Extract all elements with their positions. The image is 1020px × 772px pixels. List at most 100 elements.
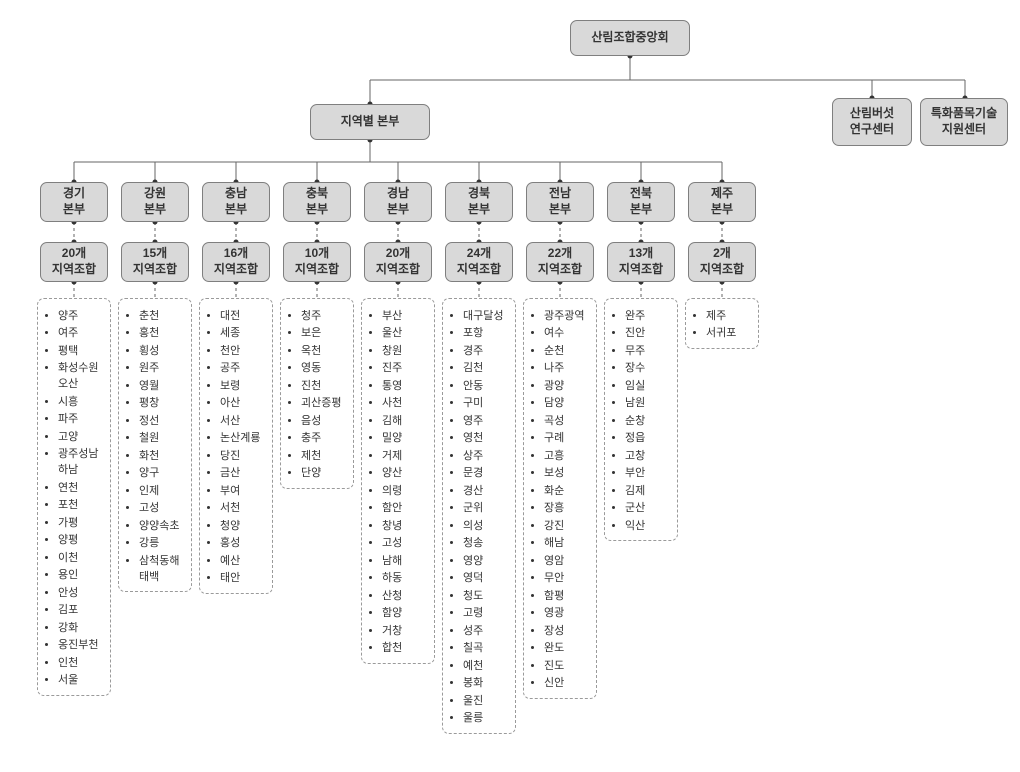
list-item: 함안 — [382, 499, 428, 515]
list-item: 군산 — [625, 499, 671, 515]
list-item: 거제 — [382, 447, 428, 463]
list-item: 청양 — [220, 517, 266, 533]
list-item: 세종 — [220, 324, 266, 340]
root-node: 산림조합중앙회 — [570, 20, 690, 56]
list-item: 제천 — [301, 447, 347, 463]
list-item: 영덕 — [463, 569, 509, 585]
mushroom-center-node: 산림버섯 연구센터 — [832, 98, 912, 146]
list-item: 울진 — [463, 692, 509, 708]
list-item: 부산 — [382, 307, 428, 323]
list-item: 진주 — [382, 359, 428, 375]
list-item: 김제 — [625, 482, 671, 498]
list-item: 정선 — [139, 412, 185, 428]
list-item: 제주 — [706, 307, 752, 323]
region-hq-node: 전북 본부 — [607, 182, 675, 222]
list-item: 부안 — [625, 464, 671, 480]
region-hq-node: 충남 본부 — [202, 182, 270, 222]
list-item: 장흥 — [544, 499, 590, 515]
list-item: 서천 — [220, 499, 266, 515]
list-item: 홍성 — [220, 534, 266, 550]
list-item: 사천 — [382, 394, 428, 410]
list-item: 장수 — [625, 359, 671, 375]
list-item: 여주 — [58, 324, 104, 340]
list-item: 평택 — [58, 342, 104, 358]
list-item: 시흥 — [58, 393, 104, 409]
list-item: 원주 — [139, 359, 185, 375]
list-item: 남해 — [382, 552, 428, 568]
list-item: 영월 — [139, 377, 185, 393]
list-item: 영주 — [463, 412, 509, 428]
list-item: 대구달성 — [463, 307, 509, 323]
list-item: 춘천 — [139, 307, 185, 323]
list-item: 장성 — [544, 622, 590, 638]
list-item: 거창 — [382, 622, 428, 638]
list-item: 대전 — [220, 307, 266, 323]
list-item: 의성 — [463, 517, 509, 533]
list-item: 밀양 — [382, 429, 428, 445]
list-item: 보령 — [220, 377, 266, 393]
list-item: 고령 — [463, 604, 509, 620]
list-item: 양주 — [58, 307, 104, 323]
list-item: 상주 — [463, 447, 509, 463]
list-item: 구미 — [463, 394, 509, 410]
regional-hq-node: 지역별 본부 — [310, 104, 430, 140]
list-item: 신안 — [544, 674, 590, 690]
list-item: 예산 — [220, 552, 266, 568]
list-item: 창녕 — [382, 517, 428, 533]
list-item: 고성 — [382, 534, 428, 550]
list-item: 음성 — [301, 412, 347, 428]
list-item: 인천 — [58, 654, 104, 670]
list-item: 나주 — [544, 359, 590, 375]
list-item: 강화 — [58, 619, 104, 635]
region-count-node: 2개 지역조합 — [688, 242, 756, 282]
list-item: 부여 — [220, 482, 266, 498]
region-count-node: 15개 지역조합 — [121, 242, 189, 282]
region-hq-node: 제주 본부 — [688, 182, 756, 222]
list-item: 청송 — [463, 534, 509, 550]
list-item: 해남 — [544, 534, 590, 550]
list-item: 태안 — [220, 569, 266, 585]
list-item: 고양 — [58, 428, 104, 444]
list-item: 영동 — [301, 359, 347, 375]
list-item: 김천 — [463, 359, 509, 375]
region-count-node: 13개 지역조합 — [607, 242, 675, 282]
list-item: 안동 — [463, 377, 509, 393]
list-item: 서귀포 — [706, 324, 752, 340]
list-item: 진도 — [544, 657, 590, 673]
region-list: 청주보은옥천영동진천괴산증평음성충주제천단양 — [280, 298, 354, 489]
tech-center-node: 특화품목기술 지원센터 — [920, 98, 1008, 146]
list-item: 울산 — [382, 324, 428, 340]
list-item: 화순 — [544, 482, 590, 498]
list-item: 봉화 — [463, 674, 509, 690]
list-item: 청도 — [463, 587, 509, 603]
list-item: 순천 — [544, 342, 590, 358]
list-item: 하동 — [382, 569, 428, 585]
list-item: 서산 — [220, 412, 266, 428]
list-item: 진안 — [625, 324, 671, 340]
region-list: 제주서귀포 — [685, 298, 759, 349]
region-count-node: 20개 지역조합 — [40, 242, 108, 282]
list-item: 예천 — [463, 657, 509, 673]
region-hq-node: 경남 본부 — [364, 182, 432, 222]
list-item: 아산 — [220, 394, 266, 410]
list-item: 안성 — [58, 584, 104, 600]
list-item: 순창 — [625, 412, 671, 428]
list-item: 강진 — [544, 517, 590, 533]
list-item: 진천 — [301, 377, 347, 393]
list-item: 남원 — [625, 394, 671, 410]
list-item: 당진 — [220, 447, 266, 463]
list-item: 고성 — [139, 499, 185, 515]
region-count-node: 20개 지역조합 — [364, 242, 432, 282]
list-item: 양구 — [139, 464, 185, 480]
list-item: 옹진부천 — [58, 636, 104, 652]
region-count-node: 22개 지역조합 — [526, 242, 594, 282]
list-item: 정읍 — [625, 429, 671, 445]
list-item: 양평 — [58, 531, 104, 547]
list-item: 공주 — [220, 359, 266, 375]
list-item: 철원 — [139, 429, 185, 445]
list-item: 영천 — [463, 429, 509, 445]
list-item: 완주 — [625, 307, 671, 323]
list-item: 횡성 — [139, 342, 185, 358]
list-item: 통영 — [382, 377, 428, 393]
list-item: 옥천 — [301, 342, 347, 358]
